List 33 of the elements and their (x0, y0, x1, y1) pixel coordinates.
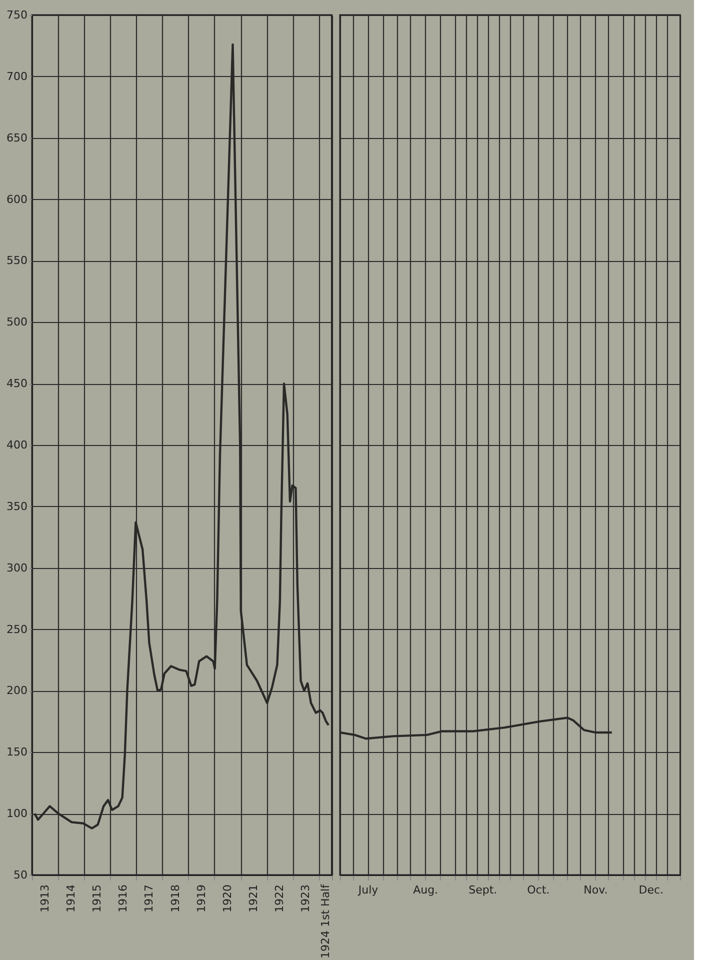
x-tick-label: 1919 (194, 884, 208, 912)
y-tick-label: 650 (6, 131, 28, 144)
y-tick-label: 350 (6, 500, 28, 513)
x-tick-label: 1920 (220, 884, 234, 912)
y-tick-label: 450 (6, 377, 28, 390)
x-tick-label: Nov. (584, 884, 608, 896)
y-tick-label: 550 (6, 254, 28, 268)
y-tick-label: 750 (6, 8, 28, 22)
y-tick-label: 200 (6, 684, 28, 698)
x-tick-label: July (357, 884, 379, 896)
y-tick-label: 50 (14, 868, 28, 882)
y-tick-label: 300 (6, 561, 28, 574)
x-tick-label: Oct. (527, 884, 550, 896)
x-tick-label: Aug. (413, 884, 438, 896)
x-tick-label: 1914 (64, 884, 78, 912)
y-tick-label: 400 (6, 438, 28, 452)
x-tick-label: 1915 (90, 884, 104, 912)
y-tick-label: 600 (6, 192, 28, 206)
x-tick-label: Sept. (468, 884, 498, 896)
y-tick-label: 250 (6, 622, 28, 636)
y-tick-label: 150 (6, 746, 28, 759)
y-tick-label: 100 (6, 807, 28, 820)
x-tick-label: 1917 (142, 884, 156, 912)
x-tick-label: 1916 (116, 884, 130, 912)
x-tick-label: Dec. (638, 884, 664, 896)
y-tick-label: 500 (6, 316, 28, 329)
x-tick-label: 1918 (168, 884, 182, 912)
x-tick-label: 1921 (247, 884, 260, 912)
y-tick-label: 700 (6, 70, 28, 83)
x-tick-label: 1924 1st Half (318, 883, 332, 958)
x-tick-label: 1923 (299, 884, 312, 912)
x-tick-label: 1913 (38, 884, 52, 912)
x-tick-label: 1922 (273, 884, 286, 912)
